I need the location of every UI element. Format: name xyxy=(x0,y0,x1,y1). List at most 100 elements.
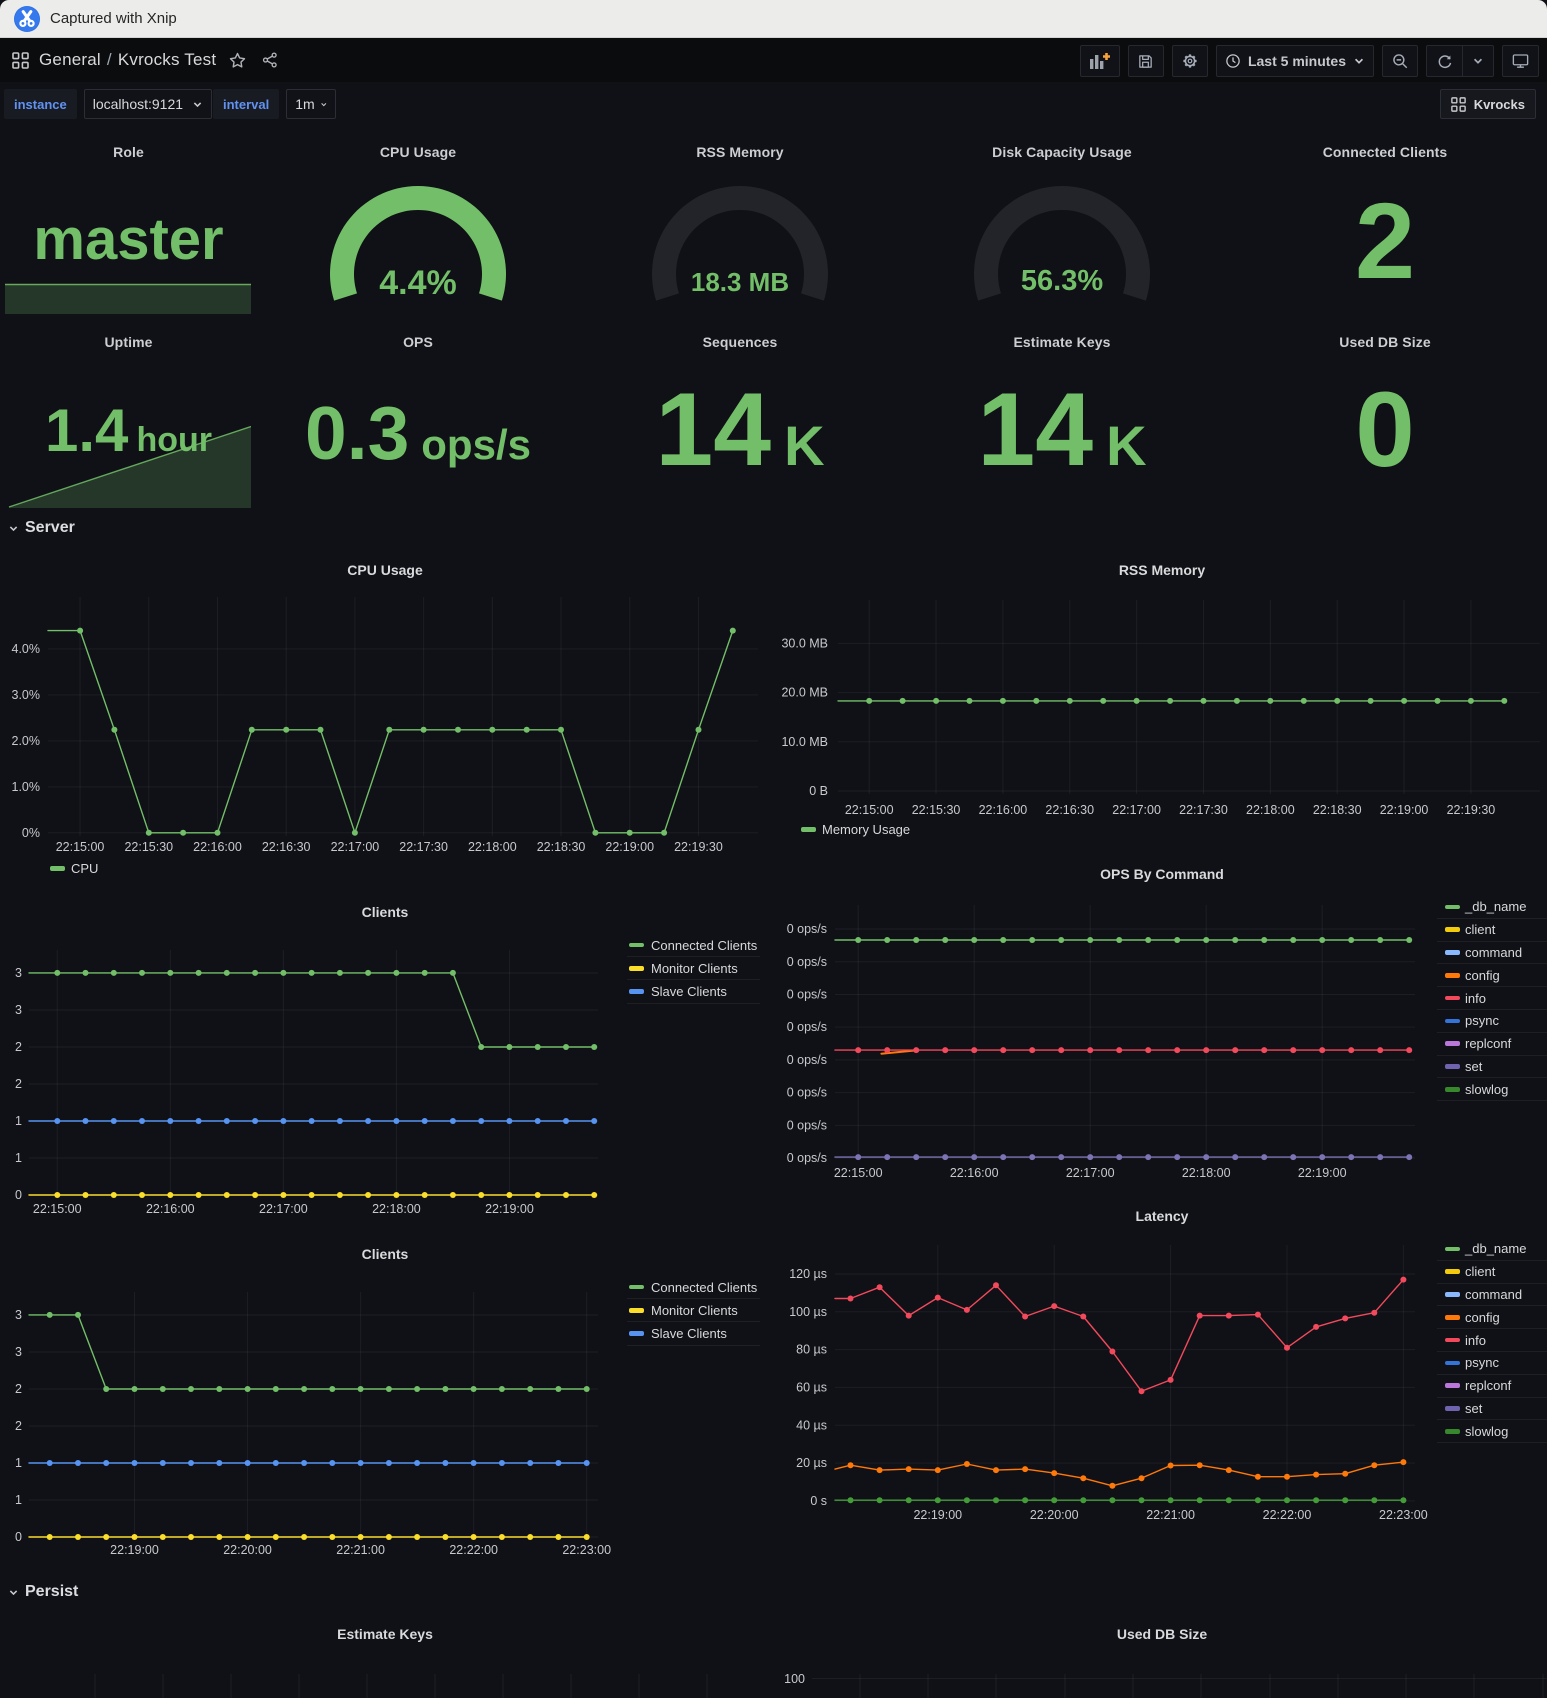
legend-item[interactable]: info xyxy=(1437,1329,1547,1352)
star-icon[interactable] xyxy=(228,51,247,70)
chart-plot[interactable]: 100 xyxy=(777,1608,1547,1698)
series-point xyxy=(1116,1154,1123,1161)
y-axis-label: 0 ops/s xyxy=(787,922,827,936)
legend-swatch xyxy=(629,1308,644,1313)
chart-plot[interactable]: 22:15:00 22:15:30 22:16:00 22:16:30 22:17:00… xyxy=(0,545,770,889)
legend-item[interactable]: slowlog xyxy=(1437,1420,1547,1444)
panel-title[interactable]: Role xyxy=(113,144,144,160)
legend-item[interactable]: psync xyxy=(1437,1352,1547,1375)
breadcrumb-dashboard-title[interactable]: Kvrocks Test xyxy=(117,50,217,69)
time-range-picker[interactable]: Last 5 minutes xyxy=(1215,45,1374,77)
chart-plot[interactable]: 22:15:00 22:16:00 22:17:00 22:18:00 22:19:00… xyxy=(0,897,770,1238)
row-persist-label: Persist xyxy=(25,1583,79,1600)
series-point xyxy=(563,1192,569,1198)
row-server[interactable]: Server xyxy=(8,519,75,537)
legend-item[interactable]: Monitor Clients xyxy=(627,1299,760,1323)
legend-item[interactable]: Monitor Clients xyxy=(627,957,760,981)
panel-title[interactable]: RSS Memory xyxy=(696,144,784,160)
dashboard-link-kvrocks[interactable]: Kvrocks xyxy=(1439,89,1536,119)
save-dashboard-button[interactable] xyxy=(1127,45,1164,77)
panel-title[interactable]: OPS xyxy=(403,334,433,350)
panel-title[interactable]: Connected Clients xyxy=(1322,144,1448,160)
panel-title[interactable]: Used DB Size xyxy=(1116,1626,1208,1642)
breadcrumb-folder[interactable]: General xyxy=(39,50,101,69)
panel-title[interactable]: CPU Usage xyxy=(379,144,457,160)
series-point xyxy=(534,1192,541,1198)
chart-plot[interactable] xyxy=(0,1608,770,1698)
series-point xyxy=(145,829,152,836)
panel-title[interactable]: Sequences xyxy=(702,334,778,350)
dashboard-settings-gear-icon[interactable] xyxy=(1171,45,1208,77)
chart-plot[interactable]: 22:19:00 22:20:00 22:21:00 22:22:00 22:23:00… xyxy=(777,1198,1547,1580)
series-point xyxy=(534,1118,541,1124)
panel-title[interactable]: Used DB Size xyxy=(1339,334,1431,350)
legend-item[interactable]: psync xyxy=(1437,1010,1547,1033)
panel-title[interactable]: Uptime xyxy=(104,334,153,350)
series-point xyxy=(934,1467,941,1474)
legend-item[interactable]: command xyxy=(1437,942,1547,965)
legend-item[interactable]: replconf xyxy=(1437,1033,1547,1056)
legend-item[interactable]: set xyxy=(1437,1056,1547,1079)
zoom-out-button[interactable] xyxy=(1382,45,1418,77)
series-point xyxy=(1406,937,1413,943)
legend-item[interactable]: command xyxy=(1437,1284,1547,1307)
panel-title[interactable]: Estimate Keys xyxy=(337,1626,433,1642)
series-point xyxy=(506,1044,513,1050)
panel-title[interactable]: OPS By Command xyxy=(1100,866,1224,882)
panel-title[interactable]: Latency xyxy=(1135,1208,1189,1224)
chart-plot[interactable]: 22:15:00 22:15:30 22:16:00 22:16:30 22:17:00… xyxy=(777,545,1547,841)
legend-swatch xyxy=(1445,1018,1460,1024)
variable-interval-select[interactable]: 1m xyxy=(286,89,337,119)
legend-item[interactable]: _db_name xyxy=(1437,1238,1547,1261)
legend-label[interactable]: Memory Usage xyxy=(822,822,911,837)
legend-item[interactable]: Slave Clients xyxy=(627,1322,760,1346)
series-point xyxy=(244,1534,251,1540)
legend-item[interactable]: config xyxy=(1437,1306,1547,1330)
panel-title[interactable]: RSS Memory xyxy=(1118,562,1206,578)
panel-title[interactable]: CPU Usage xyxy=(347,562,423,578)
legend-item[interactable]: info xyxy=(1437,987,1547,1010)
legend-item[interactable]: slowlog xyxy=(1437,1078,1547,1102)
legend-item[interactable]: config xyxy=(1437,964,1547,988)
series-point xyxy=(357,1460,364,1466)
panel-title[interactable]: Clients xyxy=(361,904,409,920)
series-point xyxy=(195,1192,202,1198)
x-axis-label: 22:17:30 xyxy=(399,840,448,854)
series-point xyxy=(75,1534,81,1540)
legend-item[interactable]: client xyxy=(1437,919,1547,942)
y-axis-label: 30.0 MB xyxy=(781,636,828,650)
panel-title[interactable]: Clients xyxy=(361,1246,409,1262)
cpu-gauge-value: 4.4% xyxy=(379,264,457,302)
series-point xyxy=(523,726,530,733)
series-point xyxy=(1022,1497,1029,1504)
legend-item[interactable]: _db_name xyxy=(1437,896,1547,919)
series-point xyxy=(329,1460,336,1466)
add-panel-button[interactable] xyxy=(1079,45,1120,77)
y-axis-label: 0 ops/s xyxy=(787,955,827,969)
legend-item[interactable]: set xyxy=(1437,1398,1547,1421)
series-point xyxy=(421,969,428,976)
legend-item[interactable]: replconf xyxy=(1437,1375,1547,1398)
chart-plot[interactable]: 22:15:00 22:16:00 22:17:00 22:18:00 22:19:00… xyxy=(777,849,1547,1190)
y-axis-label: 3 xyxy=(15,1345,22,1359)
legend-item[interactable]: client xyxy=(1437,1261,1547,1284)
share-icon[interactable] xyxy=(261,51,279,69)
series-point xyxy=(1029,937,1036,943)
legend-item[interactable]: Slave Clients xyxy=(627,980,760,1004)
refresh-interval-chevron-icon[interactable] xyxy=(1463,46,1493,76)
refresh-button[interactable] xyxy=(1426,45,1494,77)
legend-item[interactable]: Connected Clients xyxy=(627,934,760,958)
panel-title[interactable]: Disk Capacity Usage xyxy=(992,144,1132,160)
sparkline-area xyxy=(5,284,251,314)
legend-label[interactable]: CPU xyxy=(71,861,99,876)
series-point xyxy=(1196,1497,1203,1504)
cycle-view-mode-tv-icon[interactable] xyxy=(1502,45,1539,77)
variable-instance-select[interactable]: localhost:9121 xyxy=(83,89,212,119)
dashboards-grid-icon[interactable] xyxy=(8,48,32,72)
legend-item[interactable]: Connected Clients xyxy=(627,1276,760,1300)
chart-plot[interactable]: 22:19:00 22:20:00 22:21:00 22:22:00 22:23:00… xyxy=(0,1238,770,1580)
refresh-icon[interactable] xyxy=(1427,46,1462,76)
row-persist[interactable]: Persist xyxy=(8,1583,78,1601)
series-point xyxy=(1022,1466,1029,1473)
panel-title[interactable]: Estimate Keys xyxy=(1013,334,1111,350)
